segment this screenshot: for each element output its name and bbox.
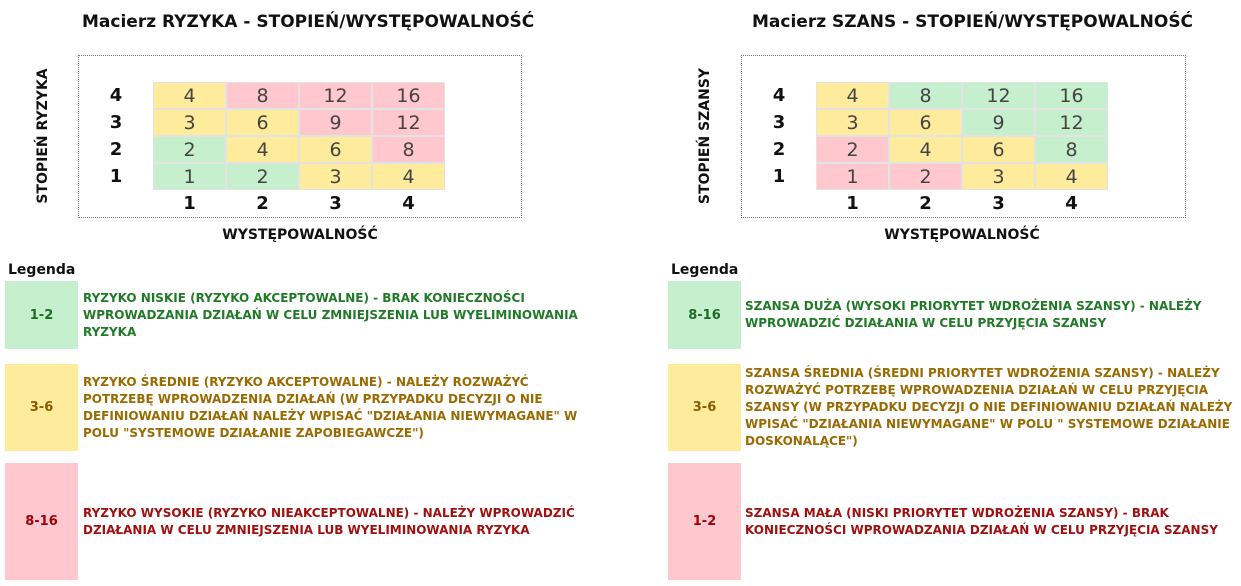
- risk-cell: 9: [299, 109, 372, 136]
- risk-legend-low-text: RYZYKO NISKIE (RYZYKO AKCEPTOWALNE) - BR…: [83, 290, 578, 339]
- chance-legend-high-box: 8-16: [668, 281, 741, 349]
- risk-cell: 8: [226, 82, 299, 109]
- chance-cell: 2: [816, 136, 889, 163]
- risk-y-axis-label: STOPIEŃ RYZYKA: [35, 68, 51, 204]
- chance-cell: 3: [816, 109, 889, 136]
- chance-cell: 6: [889, 109, 962, 136]
- risk-cell: 2: [226, 163, 299, 190]
- risk-col-label: 4: [402, 193, 415, 214]
- risk-legend-title: Legenda: [8, 262, 76, 278]
- risk-legend-mid-text: RYZYKO ŚREDNIE (RYZYKO AKCEPTOWALNE) - N…: [83, 374, 578, 440]
- chance-cell: 16: [1035, 82, 1108, 109]
- risk-cell: 12: [372, 109, 445, 136]
- chance-legend-low-text: SZANSA MAŁA (NISKI PRIORYTET WDROŻENIA S…: [745, 505, 1218, 537]
- chance-cell: 4: [816, 82, 889, 109]
- risk-cell: 4: [372, 163, 445, 190]
- risk-legend-high-box: 8-16: [5, 463, 78, 580]
- risk-row-label: 1: [109, 166, 123, 187]
- chance-row-label: 2: [772, 139, 786, 160]
- risk-legend-low-box: 1-2: [5, 281, 78, 349]
- chance-cell: 3: [962, 163, 1035, 190]
- chance-legend-mid-text: SZANSA ŚREDNIA (ŚREDNI PRIORYTET WDROŻEN…: [745, 366, 1233, 448]
- risk-cell: 3: [153, 109, 226, 136]
- risk-cell: 2: [153, 136, 226, 163]
- chance-legend-low-box: 1-2: [668, 463, 741, 580]
- risk-row-label: 4: [109, 85, 123, 106]
- risk-cell: 1: [153, 163, 226, 190]
- chance-col-label: 1: [846, 193, 859, 214]
- chance-legend-mid-box: 3-6: [668, 364, 741, 451]
- risk-col-label: 2: [256, 193, 269, 214]
- risk-title: Macierz RYZYKA - STOPIEŃ/WYSTĘPOWALNOŚĆ: [82, 12, 535, 32]
- chance-row-label: 4: [772, 85, 786, 106]
- risk-cell: 12: [299, 82, 372, 109]
- chance-cell: 8: [1035, 136, 1108, 163]
- chance-x-axis-label: WYSTĘPOWALNOŚĆ: [884, 227, 1040, 243]
- risk-cell: 4: [153, 82, 226, 109]
- chance-cell: 6: [962, 136, 1035, 163]
- chance-col-label: 3: [992, 193, 1005, 214]
- risk-cell: 6: [299, 136, 372, 163]
- risk-legend-high-text: RYZYKO WYSOKIE (RYZYKO NIEAKCEPTOWALNE) …: [83, 505, 575, 537]
- chance-matrix-frame: [741, 55, 1186, 218]
- risk-cell: 8: [372, 136, 445, 163]
- chance-cell: 12: [1035, 109, 1108, 136]
- chance-title: Macierz SZANS - STOPIEŃ/WYSTĘPOWALNOŚĆ: [752, 12, 1194, 32]
- chance-legend-high-text: SZANSA DUŻA (WYSOKI PRIORYTET WDROŻENIA …: [745, 299, 1202, 330]
- risk-cell: 16: [372, 82, 445, 109]
- chance-cell: 2: [889, 163, 962, 190]
- risk-col-label: 1: [183, 193, 196, 214]
- chance-legend-title: Legenda: [671, 262, 739, 278]
- risk-legend-mid-box: 3-6: [5, 364, 78, 451]
- chance-cell: 4: [1035, 163, 1108, 190]
- risk-col-label: 3: [329, 193, 342, 214]
- risk-cell: 4: [226, 136, 299, 163]
- chance-cell: 9: [962, 109, 1035, 136]
- risk-cell: 3: [299, 163, 372, 190]
- chance-col-label: 2: [919, 193, 932, 214]
- chance-cell: 8: [889, 82, 962, 109]
- chance-y-axis-label: STOPIEŃ SZANSY: [697, 67, 713, 205]
- chance-cell: 1: [816, 163, 889, 190]
- chance-row-label: 3: [772, 112, 786, 133]
- chance-col-label: 4: [1065, 193, 1078, 214]
- risk-row-label: 2: [109, 139, 123, 160]
- risk-matrix-frame: [78, 55, 522, 218]
- chance-cell: 12: [962, 82, 1035, 109]
- risk-x-axis-label: WYSTĘPOWALNOŚĆ: [222, 227, 378, 243]
- risk-cell: 6: [226, 109, 299, 136]
- chance-cell: 4: [889, 136, 962, 163]
- risk-row-label: 3: [109, 112, 123, 133]
- chance-row-label: 1: [772, 166, 786, 187]
